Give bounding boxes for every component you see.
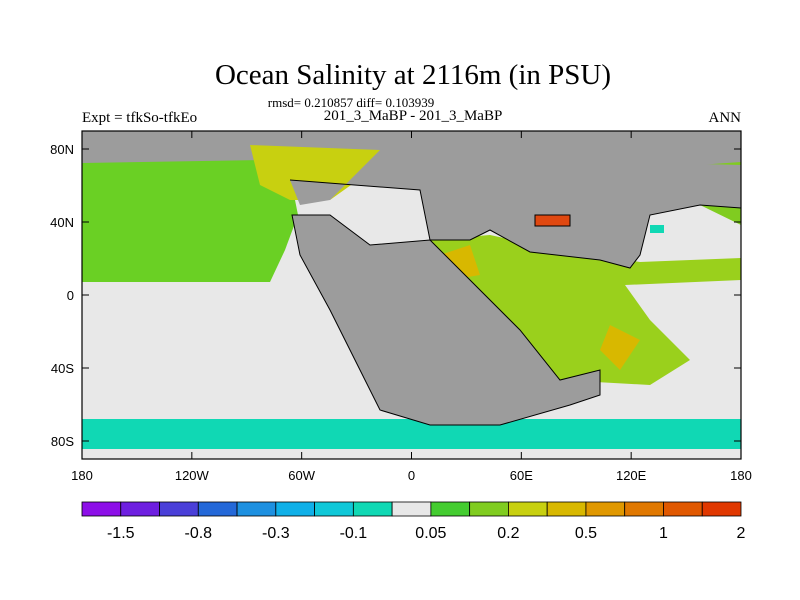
colorbar-swatch bbox=[275, 501, 315, 517]
coastline-north-continent bbox=[289, 179, 741, 269]
colorbar-swatch bbox=[352, 501, 393, 517]
y-tick-label: 80S bbox=[51, 434, 74, 449]
y-tick-label: 40N bbox=[50, 215, 74, 230]
region-small-cyan-patch bbox=[650, 225, 664, 233]
x-tick-label: 0 bbox=[408, 468, 415, 483]
colorbar: -1.5 -0.8 -0.3 -0.1 0.05 0.2 0.5 1 2 bbox=[81, 501, 746, 542]
colorbar-swatch bbox=[197, 501, 238, 517]
x-tick-label: 120W bbox=[175, 468, 210, 483]
colorbar-swatch bbox=[508, 501, 548, 517]
colorbar-swatch bbox=[236, 501, 277, 517]
y-tick-label: 40S bbox=[51, 361, 74, 376]
colorbar-label: 2 bbox=[737, 525, 746, 542]
region-north-pacific bbox=[82, 160, 298, 282]
colorbar-swatch bbox=[159, 501, 199, 517]
experiment-label: Expt = tfkSo-tfkEo bbox=[82, 110, 197, 126]
colorbar-label: -0.1 bbox=[340, 525, 368, 542]
longitude-axis: 180 120W 60W 0 60E 120E 180 bbox=[71, 131, 752, 483]
colorbar-label: 1 bbox=[659, 525, 668, 542]
region-inland-sea-anomaly bbox=[534, 214, 571, 227]
chart-title: Ocean Salinity at 2116m (in PSU) bbox=[215, 59, 611, 91]
colorbar-swatch bbox=[391, 501, 432, 517]
map-plot-area bbox=[81, 130, 742, 460]
period-label: 201_3_MaBP - 201_3_MaBP bbox=[324, 108, 503, 124]
region-tethys-ocean bbox=[430, 235, 741, 385]
colorbar-swatch bbox=[624, 501, 664, 517]
land-north-continent bbox=[290, 131, 741, 268]
region-northern-basin bbox=[250, 145, 380, 200]
colorbar-swatch bbox=[701, 501, 742, 517]
colorbar-swatch bbox=[81, 501, 122, 517]
y-tick-label: 0 bbox=[67, 288, 74, 303]
colorbar-label: 0.05 bbox=[415, 525, 446, 542]
x-tick-label: 180 bbox=[71, 468, 93, 483]
colorbar-swatch bbox=[469, 501, 509, 517]
season-label: ANN bbox=[709, 110, 742, 126]
x-tick-label: 60E bbox=[510, 468, 533, 483]
land-south-continent bbox=[292, 215, 600, 425]
colorbar-swatch bbox=[585, 501, 626, 517]
colorbar-swatch bbox=[314, 501, 354, 517]
x-tick-label: 120E bbox=[616, 468, 647, 483]
colorbar-label: -0.8 bbox=[185, 525, 213, 542]
colorbar-label: 0.5 bbox=[575, 525, 597, 542]
x-tick-label: 60W bbox=[288, 468, 315, 483]
stats-label: rmsd= 0.210857 diff= 0.103939 bbox=[268, 95, 434, 110]
y-tick-label: 80N bbox=[50, 142, 74, 157]
colorbar-swatch bbox=[120, 501, 160, 517]
colorbar-swatch bbox=[546, 501, 587, 517]
colorbar-label: -1.5 bbox=[107, 525, 135, 542]
colorbar-swatch bbox=[663, 501, 703, 517]
coastline-south-continent bbox=[291, 214, 601, 426]
latitude-axis: 80N 40N 0 40S 80S bbox=[50, 142, 741, 449]
colorbar-label: -0.3 bbox=[262, 525, 290, 542]
region-southern-ocean-band bbox=[82, 419, 741, 449]
x-tick-label: 180 bbox=[730, 468, 752, 483]
region-tethys-warm-patches-2 bbox=[600, 325, 640, 370]
colorbar-label: 0.2 bbox=[497, 525, 519, 542]
colorbar-swatch bbox=[430, 501, 471, 517]
